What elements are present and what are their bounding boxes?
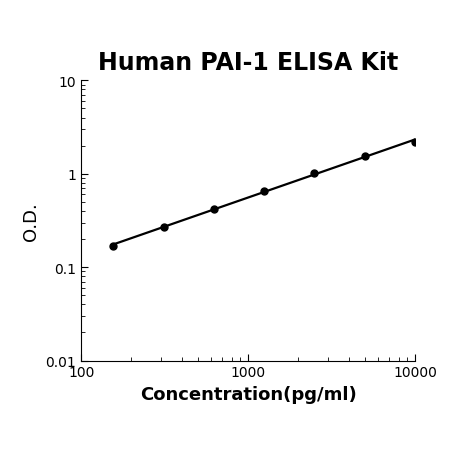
Point [210, 206, 217, 213]
Point [261, 188, 268, 195]
Title: Human PAI-1 ELISA Kit: Human PAI-1 ELISA Kit [98, 51, 398, 75]
Point [311, 170, 318, 177]
Point [361, 153, 368, 160]
Point [160, 224, 167, 231]
X-axis label: Concentration(pg/ml): Concentration(pg/ml) [140, 385, 356, 403]
Point [411, 139, 419, 146]
Y-axis label: O.D.: O.D. [22, 202, 40, 240]
Point [110, 243, 117, 250]
